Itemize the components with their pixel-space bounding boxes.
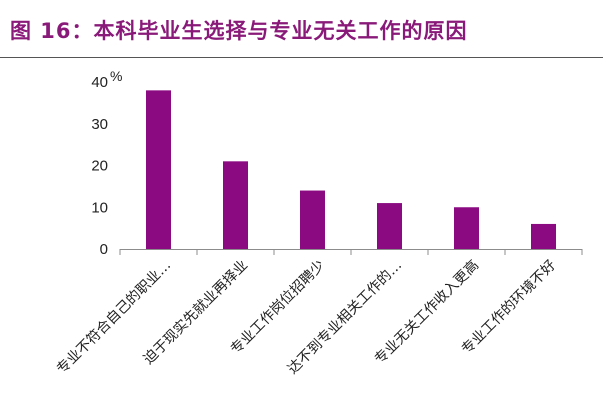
y-tick-label: 10 (91, 199, 108, 216)
y-axis-unit: % (110, 68, 122, 84)
y-axis-ticks: 0 10 20 30 40 (91, 74, 108, 258)
bar (377, 203, 402, 249)
x-axis-ticks (119, 249, 583, 255)
bar (454, 207, 479, 249)
y-tick-label: 0 (100, 241, 108, 258)
title-rule (0, 57, 603, 58)
y-tick-label: 40 (91, 74, 108, 91)
bar (300, 190, 325, 249)
figure-title: 图 16：本科毕业生选择与专业无关工作的原因 (10, 19, 468, 43)
y-tick-label: 20 (91, 158, 108, 175)
bar (146, 90, 171, 249)
category-labels: 专业不符合自己的职业…迫于现实先就业再择业专业工作岗位招聘少达不到专业相关工作的… (54, 257, 559, 378)
bar (531, 223, 556, 249)
bar (223, 161, 248, 249)
bars (146, 90, 556, 249)
y-tick-label: 30 (91, 116, 108, 133)
